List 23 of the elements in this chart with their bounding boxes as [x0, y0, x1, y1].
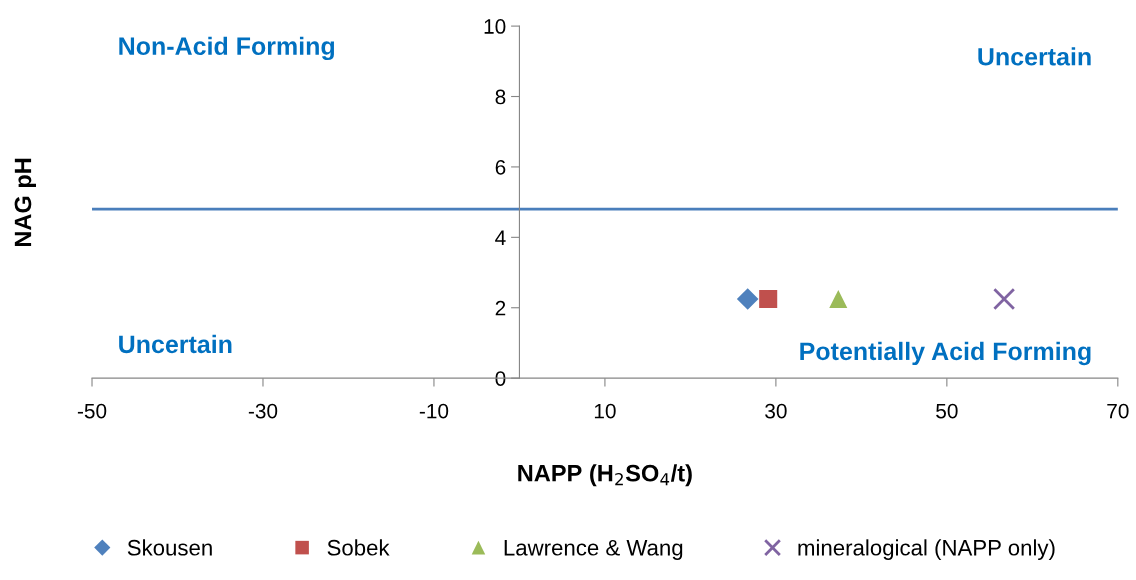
y-tick-label: 2	[495, 300, 506, 316]
y-axis-title: NAG pH	[14, 158, 36, 247]
x-tick-label: -50	[77, 403, 107, 419]
x-tick-label: -10	[419, 403, 449, 419]
annotation: Uncertain	[119, 334, 232, 354]
annotation: Uncertain	[978, 47, 1091, 66]
x-tick-label: 30	[765, 403, 787, 419]
x-tick-label: 10	[594, 403, 616, 419]
x-tick-label: -30	[248, 403, 278, 419]
y-tick-label: 4	[495, 230, 506, 245]
legend-label: Lawrence & Wang	[504, 540, 683, 560]
legend-label: Skousen	[127, 539, 212, 556]
legend-label: mineralogical (NAPP only)	[798, 539, 1055, 560]
annotation: Non-Acid Forming	[119, 36, 335, 61]
y-tick-label: 8	[495, 89, 506, 105]
y-tick-label: 0	[495, 371, 506, 386]
annotation: Potentially Acid Forming	[800, 341, 1091, 366]
x-axis-title: NAPP (H$_{2}$SO$_{4}$/t)	[518, 464, 692, 487]
x-tick-label: 70	[1107, 403, 1129, 419]
y-tick-label: 6	[495, 159, 506, 175]
legend-label: Sobek	[327, 539, 390, 556]
y-tick-label: 10	[484, 19, 506, 34]
x-tick-label: 50	[936, 403, 958, 419]
